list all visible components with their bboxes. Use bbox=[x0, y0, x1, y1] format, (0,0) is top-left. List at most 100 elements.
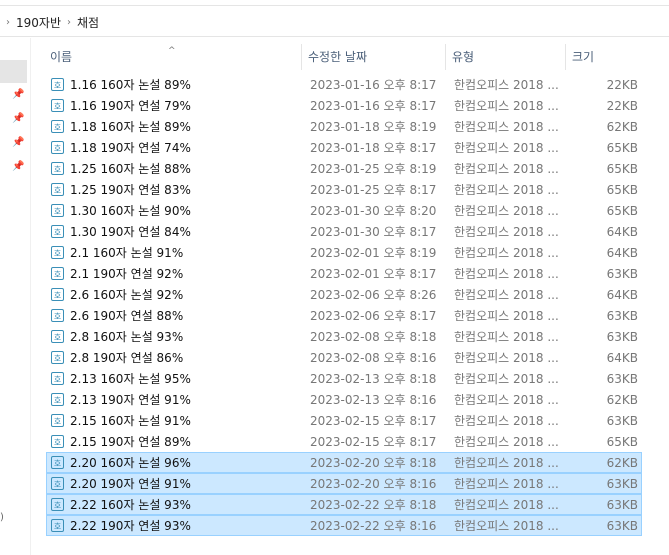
file-date: 2023-01-16 오후 8:17 bbox=[310, 99, 437, 113]
file-size: 65KB bbox=[606, 141, 638, 155]
file-row[interactable]: 호 2.22 190자 연설 93% 2023-02-22 오후 8:16 한컴… bbox=[46, 515, 642, 536]
file-row[interactable]: 호 2.1 190자 연설 92% 2023-02-01 오후 8:17 한컴오… bbox=[46, 263, 642, 284]
file-size: 65KB bbox=[606, 435, 638, 449]
file-name: 2.20 160자 논설 96% bbox=[70, 456, 191, 470]
file-type: 한컴오피스 2018 ... bbox=[454, 204, 559, 218]
navigation-pane: 📌 📌 📌 📌 bbox=[0, 38, 31, 555]
file-row[interactable]: 호 2.1 160자 논설 91% 2023-02-01 오후 8:19 한컴오… bbox=[46, 242, 642, 263]
file-row[interactable]: 호 2.8 190자 연설 86% 2023-02-08 오후 8:16 한컴오… bbox=[46, 347, 642, 368]
file-name: 2.1 190자 연설 92% bbox=[70, 267, 184, 281]
hwp-file-icon: 호 bbox=[51, 477, 64, 490]
pin-icon: 📌 bbox=[12, 89, 25, 100]
file-date: 2023-02-06 오후 8:26 bbox=[310, 288, 437, 302]
hwp-file-icon: 호 bbox=[51, 225, 64, 238]
file-row[interactable]: 호 1.30 190자 연설 84% 2023-01-30 오후 8:17 한컴… bbox=[46, 221, 642, 242]
hwp-file-icon: 호 bbox=[51, 78, 64, 91]
address-bar[interactable]: › 190자반 › 채점 bbox=[0, 8, 669, 37]
column-type[interactable]: 유형 bbox=[446, 44, 566, 70]
file-date: 2023-02-22 오후 8:16 bbox=[310, 519, 437, 533]
file-date: 2023-01-18 오후 8:19 bbox=[310, 120, 437, 134]
column-date[interactable]: 수정한 날짜 bbox=[302, 44, 446, 70]
file-row[interactable]: 호 2.8 160자 논설 93% 2023-02-08 오후 8:18 한컴오… bbox=[46, 326, 642, 347]
file-type: 한컴오피스 2018 ... bbox=[454, 435, 559, 449]
file-size: 62KB bbox=[606, 120, 638, 134]
file-name: 1.30 190자 연설 84% bbox=[70, 225, 191, 239]
file-row[interactable]: 호 1.30 160자 논설 90% 2023-01-30 오후 8:20 한컴… bbox=[46, 200, 642, 221]
file-size: 64KB bbox=[606, 225, 638, 239]
file-row[interactable]: 호 2.15 190자 연설 89% 2023-02-15 오후 8:17 한컴… bbox=[46, 431, 642, 452]
file-name: 2.22 160자 논설 93% bbox=[70, 498, 191, 512]
file-type: 한컴오피스 2018 ... bbox=[454, 519, 559, 533]
file-type: 한컴오피스 2018 ... bbox=[454, 477, 559, 491]
hwp-file-icon: 호 bbox=[51, 498, 64, 511]
file-type: 한컴오피스 2018 ... bbox=[454, 414, 559, 428]
file-name: 2.8 190자 연설 86% bbox=[70, 351, 184, 365]
file-row[interactable]: 호 1.25 160자 논설 88% 2023-01-25 오후 8:19 한컴… bbox=[46, 158, 642, 179]
breadcrumb-item[interactable]: 채점 bbox=[77, 15, 100, 30]
pin-icon: 📌 bbox=[12, 137, 25, 148]
file-date: 2023-02-08 오후 8:18 bbox=[310, 330, 437, 344]
file-row[interactable]: 호 2.20 160자 논설 96% 2023-02-20 오후 8:18 한컴… bbox=[46, 452, 642, 473]
file-name: 1.18 160자 논설 89% bbox=[70, 120, 191, 134]
column-size[interactable]: 크기 bbox=[572, 50, 595, 64]
file-size: 63KB bbox=[606, 519, 638, 533]
file-row[interactable]: 호 1.16 190자 연설 79% 2023-01-16 오후 8:17 한컴… bbox=[46, 95, 642, 116]
file-date: 2023-02-15 오후 8:17 bbox=[310, 414, 437, 428]
file-name: 1.18 190자 연설 74% bbox=[70, 141, 191, 155]
hwp-file-icon: 호 bbox=[51, 162, 64, 175]
toolbar-divider bbox=[0, 5, 669, 6]
file-row[interactable]: 호 2.20 190자 연설 91% 2023-02-20 오후 8:16 한컴… bbox=[46, 473, 642, 494]
chevron-right-icon: › bbox=[6, 16, 10, 28]
file-row[interactable]: 호 1.16 160자 논설 89% 2023-01-16 오후 8:17 한컴… bbox=[46, 74, 642, 95]
hwp-file-icon: 호 bbox=[51, 204, 64, 217]
nav-item-selected[interactable] bbox=[0, 60, 27, 83]
file-type: 한컴오피스 2018 ... bbox=[454, 225, 559, 239]
file-size: 63KB bbox=[606, 309, 638, 323]
file-size: 65KB bbox=[606, 162, 638, 176]
file-date: 2023-02-20 오후 8:16 bbox=[310, 477, 437, 491]
file-size: 22KB bbox=[606, 99, 638, 113]
file-row[interactable]: 호 2.13 190자 연설 91% 2023-02-13 오후 8:16 한컴… bbox=[46, 389, 642, 410]
file-date: 2023-02-06 오후 8:17 bbox=[310, 309, 437, 323]
hwp-file-icon: 호 bbox=[51, 435, 64, 448]
file-size: 63KB bbox=[606, 477, 638, 491]
file-row[interactable]: 호 1.18 160자 논설 89% 2023-01-18 오후 8:19 한컴… bbox=[46, 116, 642, 137]
file-row[interactable]: 호 2.13 160자 논설 95% 2023-02-13 오후 8:18 한컴… bbox=[46, 368, 642, 389]
file-date: 2023-02-01 오후 8:17 bbox=[310, 267, 437, 281]
file-size: 63KB bbox=[606, 414, 638, 428]
column-header: 이름 ^ 수정한 날짜 유형 크기 bbox=[44, 44, 669, 70]
file-row[interactable]: 호 2.6 190자 연설 88% 2023-02-06 오후 8:17 한컴오… bbox=[46, 305, 642, 326]
breadcrumb-item[interactable]: 190자반 bbox=[16, 15, 61, 30]
file-row[interactable]: 호 2.15 160자 논설 91% 2023-02-15 오후 8:17 한컴… bbox=[46, 410, 642, 431]
file-name: 1.25 190자 연설 83% bbox=[70, 183, 191, 197]
file-name: 2.15 160자 논설 91% bbox=[70, 414, 191, 428]
file-size: 62KB bbox=[606, 393, 638, 407]
file-type: 한컴오피스 2018 ... bbox=[454, 120, 559, 134]
file-size: 62KB bbox=[606, 456, 638, 470]
hwp-file-icon: 호 bbox=[51, 393, 64, 406]
file-size: 63KB bbox=[606, 372, 638, 386]
file-date: 2023-02-01 오후 8:19 bbox=[310, 246, 437, 260]
file-size: 64KB bbox=[606, 246, 638, 260]
file-row[interactable]: 호 1.25 190자 연설 83% 2023-01-25 오후 8:17 한컴… bbox=[46, 179, 642, 200]
file-size: 64KB bbox=[606, 351, 638, 365]
file-row[interactable]: 호 2.22 160자 논설 93% 2023-02-22 오후 8:18 한컴… bbox=[46, 494, 642, 515]
file-type: 한컴오피스 2018 ... bbox=[454, 246, 559, 260]
chevron-right-icon: › bbox=[67, 16, 71, 28]
file-type: 한컴오피스 2018 ... bbox=[454, 288, 559, 302]
file-type: 한컴오피스 2018 ... bbox=[454, 330, 559, 344]
file-type: 한컴오피스 2018 ... bbox=[454, 456, 559, 470]
file-name: 2.13 160자 논설 95% bbox=[70, 372, 191, 386]
file-name: 1.16 160자 논설 89% bbox=[70, 78, 191, 92]
column-name[interactable]: 이름 ^ bbox=[44, 44, 302, 70]
file-size: 22KB bbox=[606, 78, 638, 92]
file-date: 2023-02-13 오후 8:16 bbox=[310, 393, 437, 407]
file-row[interactable]: 호 1.18 190자 연설 74% 2023-01-18 오후 8:17 한컴… bbox=[46, 137, 642, 158]
file-date: 2023-02-13 오후 8:18 bbox=[310, 372, 437, 386]
file-name: 1.30 160자 논설 90% bbox=[70, 204, 191, 218]
file-row[interactable]: 호 2.6 160자 논설 92% 2023-02-06 오후 8:26 한컴오… bbox=[46, 284, 642, 305]
file-type: 한컴오피스 2018 ... bbox=[454, 78, 559, 92]
file-type: 한컴오피스 2018 ... bbox=[454, 141, 559, 155]
hwp-file-icon: 호 bbox=[51, 99, 64, 112]
hwp-file-icon: 호 bbox=[51, 456, 64, 469]
